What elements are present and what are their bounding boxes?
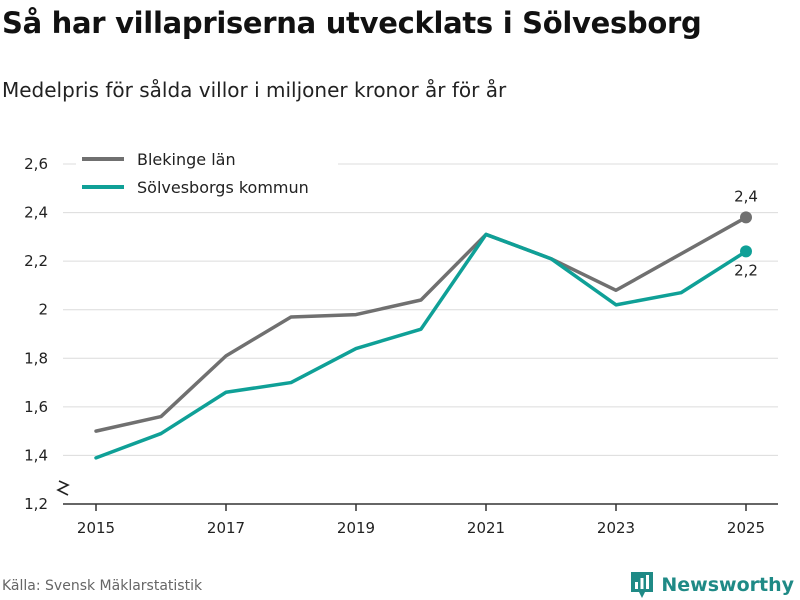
x-axis-ticks: 2015 2017 2019 2021 2023 2025 — [77, 504, 765, 537]
x-tick-label: 2019 — [337, 519, 375, 537]
legend-label-solvesborg: Sölvesborgs kommun — [137, 178, 309, 197]
y-tick-label: 1,2 — [24, 495, 48, 513]
end-label-solvesborg: 2,2 — [734, 261, 758, 279]
y-tick-label: 2,2 — [24, 252, 48, 270]
x-tick-label: 2021 — [467, 519, 505, 537]
legend-background — [76, 144, 338, 206]
y-tick-label: 1,4 — [24, 446, 48, 464]
chart-title: Så har villapriserna utvecklats i Sölves… — [2, 6, 702, 40]
series-line-solvesborg — [94, 232, 748, 460]
axes — [56, 480, 778, 505]
grid-lines — [63, 163, 778, 456]
y-tick-label: 1,6 — [24, 398, 48, 416]
line-chart: 1,21,41,61,822,22,42,6 2015 2017 2019 2021 2… — [24, 144, 778, 537]
series-end-point-blekinge — [740, 211, 752, 224]
y-tick-label: 2,6 — [24, 155, 48, 173]
chart-subtitle: Medelpris för sålda villor i miljoner kr… — [2, 78, 507, 102]
source-note: Källa: Svensk Mäklarstatistik — [2, 578, 203, 594]
series-lines — [94, 211, 752, 460]
x-tick-label: 2025 — [727, 519, 765, 537]
brand-name: Newsworthy — [661, 574, 794, 596]
brand-logo: Newsworthy — [629, 570, 794, 600]
newsworthy-logo-icon — [631, 572, 654, 598]
end-label-blekinge: 2,4 — [734, 187, 758, 205]
y-tick-label: 2,4 — [24, 204, 48, 222]
axis-break-icon — [56, 480, 70, 496]
series-end-point-solvesborg — [740, 245, 752, 258]
x-tick-label: 2017 — [207, 519, 245, 537]
y-tick-label: 1,8 — [24, 349, 48, 367]
y-axis-ticks: 1,2 1,4 1,6 1,8 2 2,2 2,4 2,6 — [24, 155, 48, 513]
x-tick-label: 2023 — [597, 519, 635, 537]
legend: Blekinge län Sölvesborgs kommun — [76, 144, 338, 206]
x-tick-label: 2015 — [77, 519, 115, 537]
y-tick-label: 2 — [38, 301, 48, 319]
legend-label-blekinge: Blekinge län — [137, 150, 236, 169]
series-line-blekinge — [94, 215, 748, 433]
